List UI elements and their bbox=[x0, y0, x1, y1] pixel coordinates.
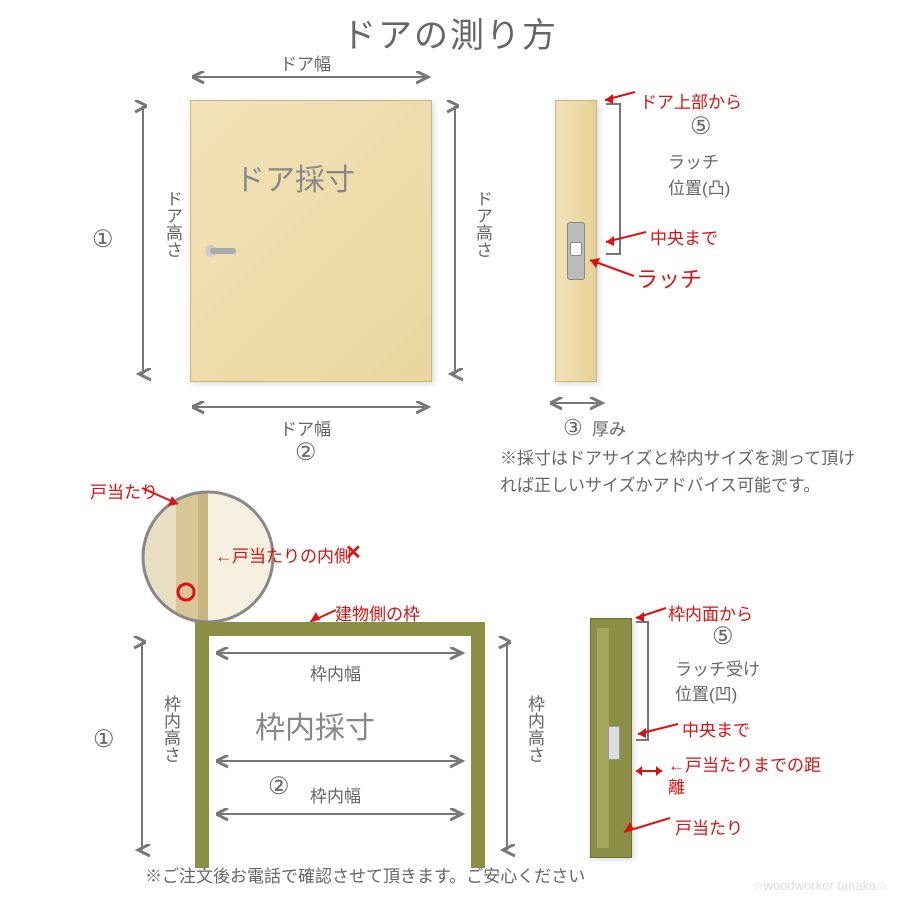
frame-height-label-right: 枠内高さ bbox=[522, 695, 547, 763]
door-from-top: ドア上部から bbox=[640, 88, 742, 113]
frame-width-label-top: 枠内幅 bbox=[310, 660, 361, 685]
frame-stop: 戸当たり bbox=[675, 814, 743, 839]
door-latch-pos2: 位置(凸) bbox=[668, 174, 730, 199]
frame-label: 枠内採寸 bbox=[255, 703, 375, 747]
door-latch-pos1: ラッチ bbox=[668, 148, 719, 173]
door-thickness-label: 厚み bbox=[592, 415, 626, 440]
frame-to-center-arrow bbox=[638, 722, 682, 738]
door-latch-bolt bbox=[570, 242, 582, 256]
door-latch-text: ラッチ bbox=[636, 262, 702, 294]
door-width-label-top: ドア幅 bbox=[280, 50, 331, 75]
door-num1: ① bbox=[92, 225, 114, 254]
door-height-label-right: ドア高さ bbox=[470, 190, 495, 258]
frame-latch-recv-plate bbox=[608, 726, 620, 760]
frame-latch-recv2: 位置(凹) bbox=[675, 680, 737, 705]
frame-stop-arrow bbox=[624, 814, 674, 836]
frame-num5: ⑤ bbox=[712, 622, 734, 651]
door-to-center-arrow bbox=[606, 230, 650, 246]
door-width-label-bottom: ドア幅 bbox=[280, 415, 331, 440]
stop-label-arrow bbox=[142, 486, 182, 508]
frame-num1: ① bbox=[93, 725, 115, 754]
frame-to-center: 中央まで bbox=[682, 716, 750, 741]
frame-stop-dist: ←戸当たりまでの距離 bbox=[668, 755, 828, 799]
door-thickness-arrow bbox=[548, 388, 604, 418]
door-front-label: ドア採寸 bbox=[235, 155, 355, 199]
door-num3: ③ bbox=[563, 415, 583, 441]
frame-latch-recv1: ラッチ受け bbox=[675, 655, 760, 680]
frame-num2: ② bbox=[268, 772, 290, 801]
frame-stop-dist-arrow bbox=[632, 762, 666, 780]
frame-width-arrow-mid bbox=[214, 748, 464, 774]
frame-height-arrow-right bbox=[492, 636, 522, 856]
door-latch-arrow bbox=[590, 258, 640, 282]
door-num5: ⑤ bbox=[690, 112, 712, 141]
door-height-arrow-left bbox=[128, 100, 158, 380]
frame-height-label-left: 枠内高さ bbox=[158, 695, 183, 763]
watermark: ☆woodworker tanaka☆ bbox=[752, 878, 888, 894]
door-height-label-left: ドア高さ bbox=[160, 190, 185, 258]
stop-o-icon bbox=[176, 582, 196, 602]
door-from-top-arrow bbox=[605, 88, 640, 106]
door-knob bbox=[210, 248, 236, 254]
stop-inside: ←戸当たりの内側 bbox=[215, 542, 351, 567]
door-num2: ② bbox=[295, 438, 317, 467]
note1: ※採寸はドアサイズと枠内サイズを測って頂ければ正しいサイズかアドバイス可能です。 bbox=[500, 445, 860, 499]
door-to-center: 中央まで bbox=[650, 224, 718, 249]
page-title: ドアの測り方 bbox=[0, 8, 900, 57]
frame-from-face: 枠内面から bbox=[668, 600, 753, 625]
frame-height-arrow-left bbox=[127, 636, 157, 856]
frame-from-face-arrow bbox=[636, 604, 670, 622]
note2: ※ご注文後お電話で確認させて頂きます。ご安心ください bbox=[145, 862, 585, 887]
frame-width-label-bottom: 枠内幅 bbox=[310, 782, 361, 807]
door-front bbox=[190, 100, 432, 382]
stop-x-icon: ✕ bbox=[345, 540, 362, 565]
door-height-arrow-right bbox=[440, 100, 470, 380]
